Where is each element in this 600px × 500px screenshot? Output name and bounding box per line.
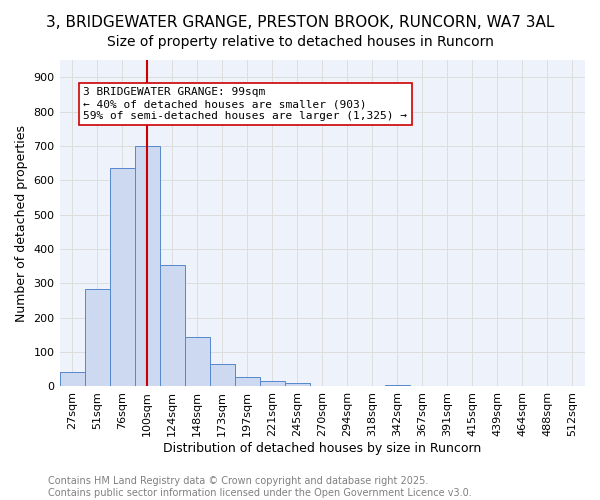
Text: Contains HM Land Registry data © Crown copyright and database right 2025.
Contai: Contains HM Land Registry data © Crown c…	[48, 476, 472, 498]
X-axis label: Distribution of detached houses by size in Runcorn: Distribution of detached houses by size …	[163, 442, 481, 455]
Bar	[285, 383, 310, 386]
Bar	[385, 384, 410, 386]
Bar	[209, 364, 235, 386]
Bar	[185, 338, 209, 386]
Bar	[110, 168, 134, 386]
Bar	[260, 382, 285, 386]
Text: Size of property relative to detached houses in Runcorn: Size of property relative to detached ho…	[107, 35, 493, 49]
Bar	[235, 377, 260, 386]
Text: 3 BRIDGEWATER GRANGE: 99sqm
← 40% of detached houses are smaller (903)
59% of se: 3 BRIDGEWATER GRANGE: 99sqm ← 40% of det…	[83, 88, 407, 120]
Bar	[134, 146, 160, 386]
Text: 3, BRIDGEWATER GRANGE, PRESTON BROOK, RUNCORN, WA7 3AL: 3, BRIDGEWATER GRANGE, PRESTON BROOK, RU…	[46, 15, 554, 30]
Bar	[85, 288, 110, 386]
Bar	[59, 372, 85, 386]
Y-axis label: Number of detached properties: Number of detached properties	[15, 124, 28, 322]
Bar	[160, 266, 185, 386]
